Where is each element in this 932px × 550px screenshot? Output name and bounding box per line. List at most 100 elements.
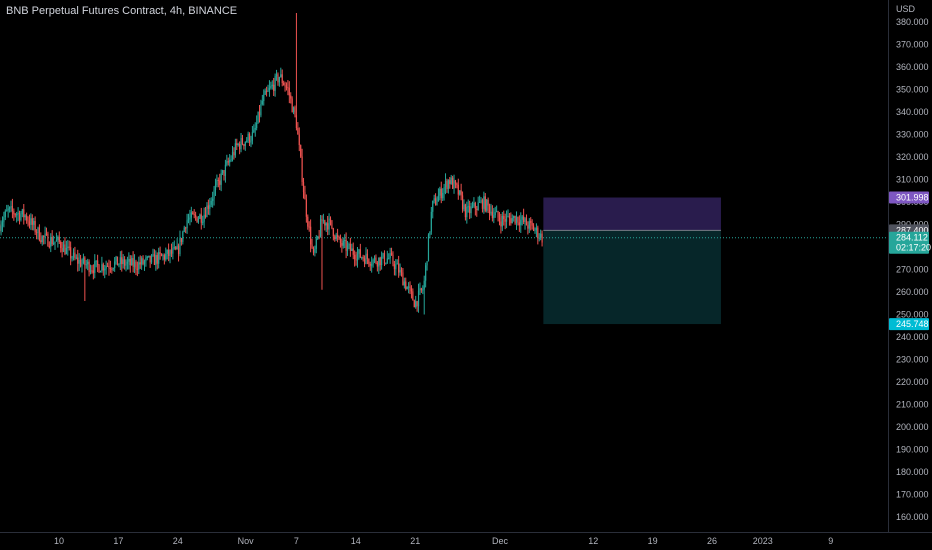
- entry-price-badge-value: 287.400: [896, 225, 929, 235]
- candle-body: [158, 252, 160, 264]
- candle-body: [243, 144, 245, 146]
- candle-body: [344, 240, 346, 241]
- candle-body: [470, 206, 472, 214]
- candle-body: [53, 242, 55, 245]
- candle-body: [82, 257, 85, 263]
- candle-body: [251, 132, 253, 141]
- candle-body: [57, 236, 59, 240]
- candle-body: [112, 268, 114, 270]
- candle-body: [89, 270, 92, 273]
- candle-body: [85, 264, 87, 266]
- candle-body: [349, 243, 351, 251]
- target-price-badge: [889, 191, 929, 204]
- candle-body: [369, 263, 371, 266]
- candle-body: [219, 180, 221, 185]
- candle-body: [78, 259, 80, 264]
- price-tick-label: 220.000: [896, 377, 929, 387]
- candle-body: [528, 221, 530, 229]
- candle-body: [375, 257, 377, 263]
- candle-body: [325, 223, 327, 226]
- candle-body: [241, 138, 244, 145]
- candle-body: [425, 265, 427, 281]
- candle-body: [459, 190, 461, 195]
- candle-body: [102, 264, 104, 271]
- candle-body: [514, 215, 516, 224]
- candle-body: [352, 248, 354, 255]
- candle-body: [288, 87, 290, 96]
- candle-body: [540, 233, 542, 238]
- time-tick-label: 21: [410, 536, 420, 546]
- candle-body: [314, 248, 316, 253]
- candle-body: [197, 218, 200, 223]
- price-axis[interactable]: USD 380.000 370.000 360.000 350.000 340.000 3…: [888, 0, 932, 550]
- time-tick-label: 14: [351, 536, 361, 546]
- candle-body: [368, 259, 370, 264]
- candle-body: [291, 98, 293, 113]
- candle-body: [416, 301, 418, 307]
- candle-body: [389, 253, 391, 259]
- candle-body: [248, 133, 251, 143]
- candle-body: [75, 257, 77, 259]
- candle-body: [145, 257, 147, 262]
- candle-body: [169, 250, 171, 256]
- candle-body: [457, 184, 459, 195]
- candle-body: [124, 259, 126, 266]
- candle-body: [477, 202, 479, 210]
- candle-body: [116, 256, 119, 266]
- candle-body: [469, 206, 471, 214]
- time-tick-label: 19: [648, 536, 658, 546]
- candle-body: [149, 255, 151, 263]
- candle-body: [177, 245, 180, 255]
- candle-body: [442, 193, 444, 199]
- candle-body: [64, 244, 66, 255]
- candle-body: [35, 232, 38, 234]
- price-tick-label: 200.000: [896, 422, 929, 432]
- candle-body: [270, 86, 272, 88]
- candle-body: [281, 74, 283, 83]
- candle-body: [464, 204, 466, 218]
- candle-body: [237, 144, 239, 146]
- candle-body: [172, 248, 174, 254]
- price-tick-label: 340.000: [896, 107, 929, 117]
- candle-body: [359, 249, 361, 258]
- time-axis[interactable]: 10 17 24 Nov 7 14 21 Dec 12 19 26 2023 9: [0, 532, 932, 547]
- candle-body: [11, 206, 14, 212]
- candle-body: [378, 257, 380, 267]
- candle-body: [541, 233, 543, 243]
- stop-price-badge: [889, 318, 929, 331]
- candle-body: [148, 255, 150, 257]
- candle-body: [175, 247, 177, 250]
- candle-body: [105, 265, 107, 269]
- time-tick-label: Dec: [492, 536, 509, 546]
- candle-body: [254, 128, 256, 130]
- candle-body: [413, 300, 415, 308]
- candle-body: [315, 238, 317, 249]
- candle-body: [486, 199, 488, 211]
- candle-body: [266, 90, 268, 92]
- candle-body: [62, 244, 65, 252]
- candle-body: [92, 270, 94, 273]
- loss-zone[interactable]: [543, 230, 721, 325]
- candle-body: [182, 231, 184, 242]
- candle-body: [48, 246, 50, 248]
- candle-body: [70, 247, 72, 259]
- candle-body: [379, 257, 381, 266]
- candle-body: [498, 217, 501, 222]
- candle-body: [203, 214, 205, 222]
- candle-body: [209, 204, 211, 209]
- candle-body: [44, 233, 46, 238]
- candle-body: [204, 214, 207, 218]
- candle-body: [142, 258, 144, 264]
- candle-body: [454, 180, 457, 184]
- candle-body: [183, 227, 185, 232]
- candle-body: [507, 216, 509, 218]
- candle-body: [111, 268, 113, 270]
- candle-body: [7, 208, 9, 211]
- profit-zone[interactable]: [543, 197, 721, 231]
- candle-body: [280, 74, 282, 78]
- candle-body: [30, 218, 32, 225]
- candle-body: [173, 247, 175, 249]
- candle-body: [501, 216, 503, 227]
- time-tick-label: 24: [173, 536, 183, 546]
